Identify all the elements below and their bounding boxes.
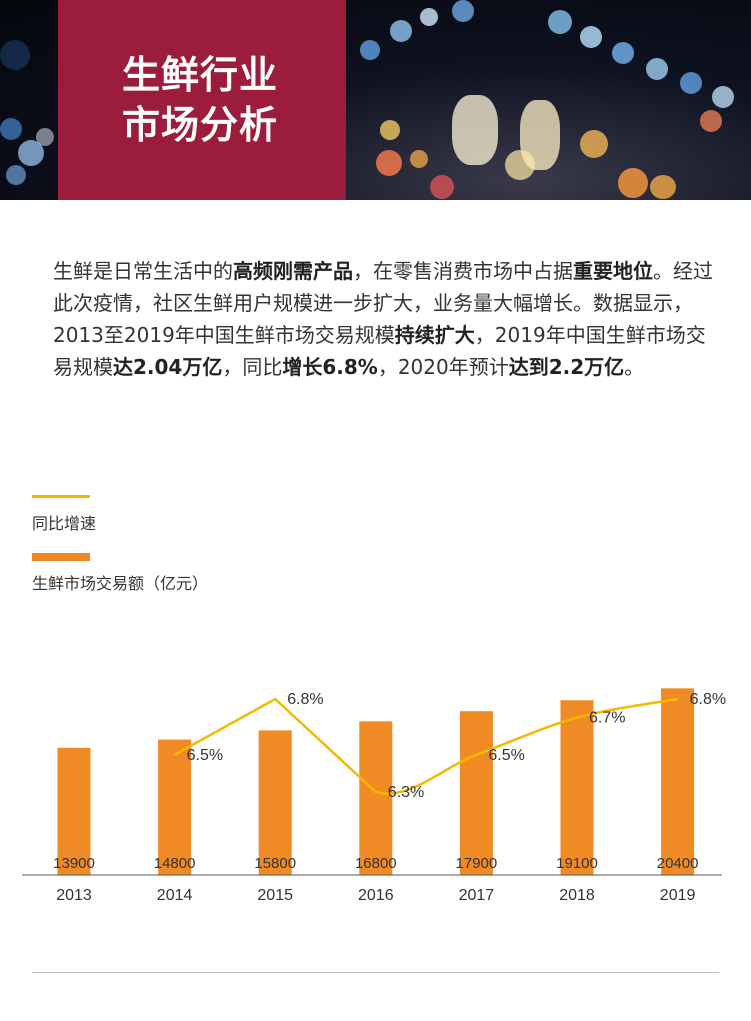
growth-rate-label: 6.3% [388,784,424,801]
x-tick-label: 2017 [459,887,495,904]
legend-label-growth: 同比增速 [32,514,97,533]
bar-2017 [459,711,493,875]
growth-rate-label: 6.5% [187,747,223,764]
intro-text: 。经过此次疫情，社区生鲜用户规模进一步扩大，业务量大幅增长。数据显示，2013至… [53,259,713,347]
market-chart: 13900 14800 15800 16800 17900 19100 20400 2013 2… [22,688,726,904]
legend-label-volume: 生鲜市场交易额（亿元） [32,574,209,593]
bar-value-label: 14800 [154,855,196,872]
intro-highlight: 持续扩大 [394,323,475,347]
intro-highlight: 重要地位 [573,259,653,283]
growth-rate-label: 6.5% [488,747,524,764]
legend-swatch-growth [32,495,90,498]
growth-rate-label: 6.7% [589,710,625,727]
intro-highlight: 达2.04万亿 [113,355,223,379]
bar-2013 [57,747,91,875]
title-box: 生鲜行业 市场分析 [58,0,346,200]
growth-rate-label: 6.8% [287,691,323,708]
bar-value-label: 20400 [657,855,699,872]
bar-value-label: 17900 [456,855,498,872]
bar-2015 [258,730,292,875]
intro-text: 。 [624,355,645,379]
x-tick-label: 2016 [358,887,394,904]
intro-text: ，同比 [222,355,283,379]
intro-highlight: 达到2.2万亿 [508,355,625,379]
bar-value-label: 16800 [355,855,397,872]
bottom-divider [32,972,719,973]
intro-highlight: 高频刚需产品 [233,259,353,283]
header-banner: 生鲜行业 市场分析 [0,0,751,200]
intro-text: ，在零售消费市场中占据 [353,259,573,283]
intro-highlight: 增长6.8% [282,355,378,379]
x-tick-label: 2018 [559,887,595,904]
growth-rate-line [173,697,678,795]
intro-paragraph: 生鲜是日常生活中的高频刚需产品，在零售消费市场中占据重要地位。经过此次疫情，社区… [53,255,713,383]
bar-value-label: 19100 [556,855,598,872]
x-tick-label: 2015 [257,887,293,904]
bar-value-label: 13900 [53,855,95,872]
intro-text: ，2019年中国生鲜市场交易规模 [53,323,706,379]
growth-rate-label: 6.8% [690,691,726,708]
page-title-line-1: 生鲜行业 [122,53,279,97]
bar-2014 [158,739,192,875]
bar-2016 [359,721,393,875]
bar-value-label: 15800 [254,855,296,872]
x-tick-label: 2013 [56,887,92,904]
bar-2018 [560,700,594,875]
legend-swatch-volume [32,553,90,561]
x-tick-label: 2014 [157,887,193,904]
x-tick-label: 2019 [660,887,696,904]
page-title-line-2: 市场分析 [122,103,279,147]
intro-text: 生鲜是日常生活中的 [53,259,233,283]
intro-text: ，2020年预计 [377,355,509,379]
bar-2019 [661,688,695,875]
